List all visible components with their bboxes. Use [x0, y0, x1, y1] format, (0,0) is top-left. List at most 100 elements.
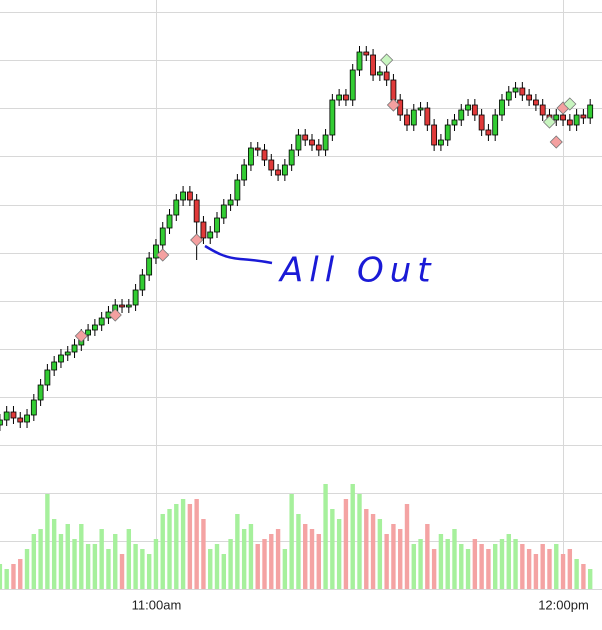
candle-body	[261, 149, 268, 161]
volume-bar	[357, 494, 362, 589]
candle-body	[186, 191, 193, 201]
volume-bar	[153, 539, 159, 589]
volume-bar	[411, 544, 416, 589]
candle-body	[505, 91, 512, 101]
candle-body	[322, 134, 329, 151]
volume-bar	[581, 564, 586, 589]
volume-bar	[479, 544, 484, 589]
candle-body	[363, 51, 370, 56]
candle-body	[139, 274, 146, 291]
volume-bar	[65, 524, 70, 589]
signal-marker	[190, 233, 204, 247]
candle-body	[376, 71, 383, 76]
volume-bar	[499, 539, 505, 589]
plot: 11:00am 12:00pm	[0, 0, 602, 612]
volume-bar	[31, 534, 37, 589]
signal-marker	[542, 115, 557, 129]
volume-bar	[72, 539, 77, 589]
volume-bar	[0, 564, 3, 589]
volume-bar	[146, 554, 152, 589]
candle-body	[485, 129, 492, 136]
volume-bar	[79, 524, 84, 589]
volume-bar	[228, 539, 233, 589]
candle-body	[383, 71, 390, 81]
candle-body	[0, 419, 3, 426]
volume-bar	[472, 539, 478, 589]
volume-bar	[99, 529, 104, 589]
candle-body	[166, 214, 173, 229]
signal-marker	[549, 135, 563, 149]
volume-bar	[126, 529, 132, 589]
volume-bar	[486, 549, 491, 589]
candle-body	[309, 139, 315, 146]
volume-bar	[194, 499, 199, 589]
volume-bar	[309, 529, 315, 589]
candle-body	[288, 149, 295, 166]
candle-body	[295, 134, 302, 151]
candle-body	[71, 344, 78, 353]
volume-bar	[214, 544, 220, 589]
candle-body	[241, 164, 248, 181]
candle-body	[417, 107, 424, 111]
volume-bar	[452, 529, 457, 589]
candle-body	[519, 87, 526, 96]
candle-body	[533, 99, 539, 106]
volume-bar	[180, 499, 186, 589]
candle-body	[248, 147, 254, 166]
volume-bar	[513, 539, 518, 589]
candle-body	[64, 351, 71, 356]
volume-bar	[398, 529, 403, 589]
volume-bar	[92, 544, 98, 589]
volume-bar	[187, 504, 193, 589]
volume-bar	[492, 544, 498, 589]
volume-bar	[343, 499, 349, 589]
candle-body	[329, 99, 336, 136]
candle-body	[526, 94, 533, 101]
volume-bar	[45, 494, 50, 589]
candle-body	[343, 94, 349, 101]
signal-marker	[386, 98, 400, 112]
volume-bar	[506, 534, 511, 589]
signal-marker	[156, 248, 170, 262]
volume-bar	[289, 494, 294, 589]
candle-body	[587, 104, 594, 119]
candle-body	[302, 134, 309, 141]
volume-bar	[404, 504, 410, 589]
candle-body	[10, 411, 17, 419]
volume-bar	[255, 544, 260, 589]
volume-bar	[336, 519, 342, 589]
candle-body	[268, 159, 275, 171]
volume-bar	[526, 549, 532, 589]
candle-body	[390, 79, 397, 101]
candle-body	[424, 107, 431, 126]
candle-body	[573, 114, 580, 126]
candle-body	[499, 99, 505, 116]
volume-bar	[167, 509, 172, 589]
volume-bar	[438, 534, 444, 589]
volume-bar	[533, 554, 539, 589]
volume-bar	[520, 544, 525, 589]
candle-body	[98, 317, 105, 326]
volume-bar	[24, 549, 30, 589]
volume-bar	[459, 544, 464, 589]
volume-bar	[11, 564, 16, 589]
volume-bar	[269, 534, 274, 589]
volume-bar	[567, 549, 573, 589]
candle-body	[471, 104, 478, 116]
candle-body	[465, 104, 471, 111]
signal-marker	[563, 97, 577, 111]
x-tick-label: 11:00am	[132, 597, 182, 612]
candle-body	[492, 114, 499, 136]
volume-bar	[51, 519, 57, 589]
candle-body	[125, 304, 132, 308]
volume-bar	[391, 524, 396, 589]
candle-body	[539, 104, 546, 116]
volume-bar	[18, 559, 23, 589]
volume-bar	[201, 519, 206, 589]
candle-body	[44, 369, 51, 386]
annotation: All Out	[278, 251, 437, 291]
candle-body	[91, 324, 98, 331]
candle-body	[193, 199, 200, 223]
